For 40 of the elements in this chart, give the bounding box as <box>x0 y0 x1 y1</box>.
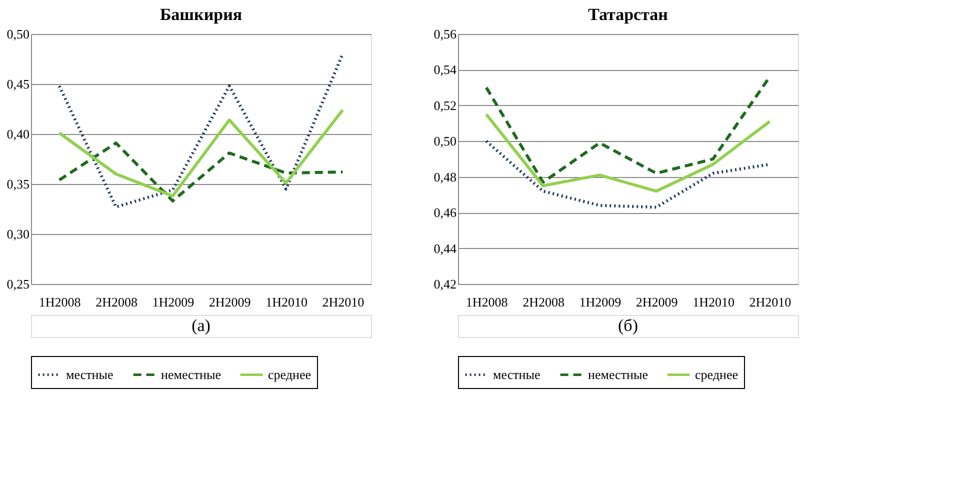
line-series <box>58 52 344 208</box>
y-tick-label: 0,54 <box>434 62 457 78</box>
y-tick-label: 0,48 <box>434 169 456 184</box>
legend-label: среднее <box>695 366 738 382</box>
y-tick-label: 0,25 <box>6 276 30 292</box>
y-tick-label: 0,30 <box>6 226 30 242</box>
x-tick-label: 2H2009 <box>208 294 251 310</box>
legend-label: местные <box>66 366 114 382</box>
y-tick-label: 0,45 <box>6 76 30 92</box>
y-tick-label: 0,50 <box>6 26 30 42</box>
x-tick-label: 1H2008 <box>38 294 81 310</box>
x-tick-label: 1H2010 <box>692 294 734 310</box>
x-tick-label: 1H2009 <box>579 294 622 310</box>
y-tick-label: 0,40 <box>6 126 30 142</box>
x-tick-label: 1H2010 <box>266 294 308 310</box>
chart-title: Татарстан <box>588 5 668 24</box>
x-tick-label: 2H2010 <box>749 294 792 310</box>
legend-label: неместные <box>161 366 222 382</box>
y-tick-label: 0,52 <box>434 98 456 113</box>
y-tick-label: 0,44 <box>434 240 457 256</box>
line-series <box>58 108 344 198</box>
chart-title: Башкирия <box>160 5 242 24</box>
legend-label: среднее <box>268 366 312 382</box>
y-tick-label: 0,56 <box>434 26 457 42</box>
x-tick-label: 2H2010 <box>322 294 364 310</box>
legend-label: местные <box>493 366 540 382</box>
x-tick-label: 2H2009 <box>636 294 678 310</box>
y-tick-label: 0,42 <box>434 276 456 292</box>
line-series <box>484 112 772 193</box>
line-series <box>58 142 344 202</box>
text: (б) <box>618 316 638 335</box>
y-tick-label: 0,46 <box>434 205 457 220</box>
x-tick-label: 2H2008 <box>96 294 138 310</box>
x-tick-label: 1H2009 <box>152 294 194 310</box>
legend-label: неместные <box>588 366 648 382</box>
y-tick-label: 0,50 <box>434 134 456 149</box>
x-tick-label: 1H2008 <box>466 294 508 310</box>
text: (а) <box>192 316 210 335</box>
x-tick-label: 2H2008 <box>522 294 564 310</box>
y-tick-label: 0,35 <box>6 176 30 192</box>
